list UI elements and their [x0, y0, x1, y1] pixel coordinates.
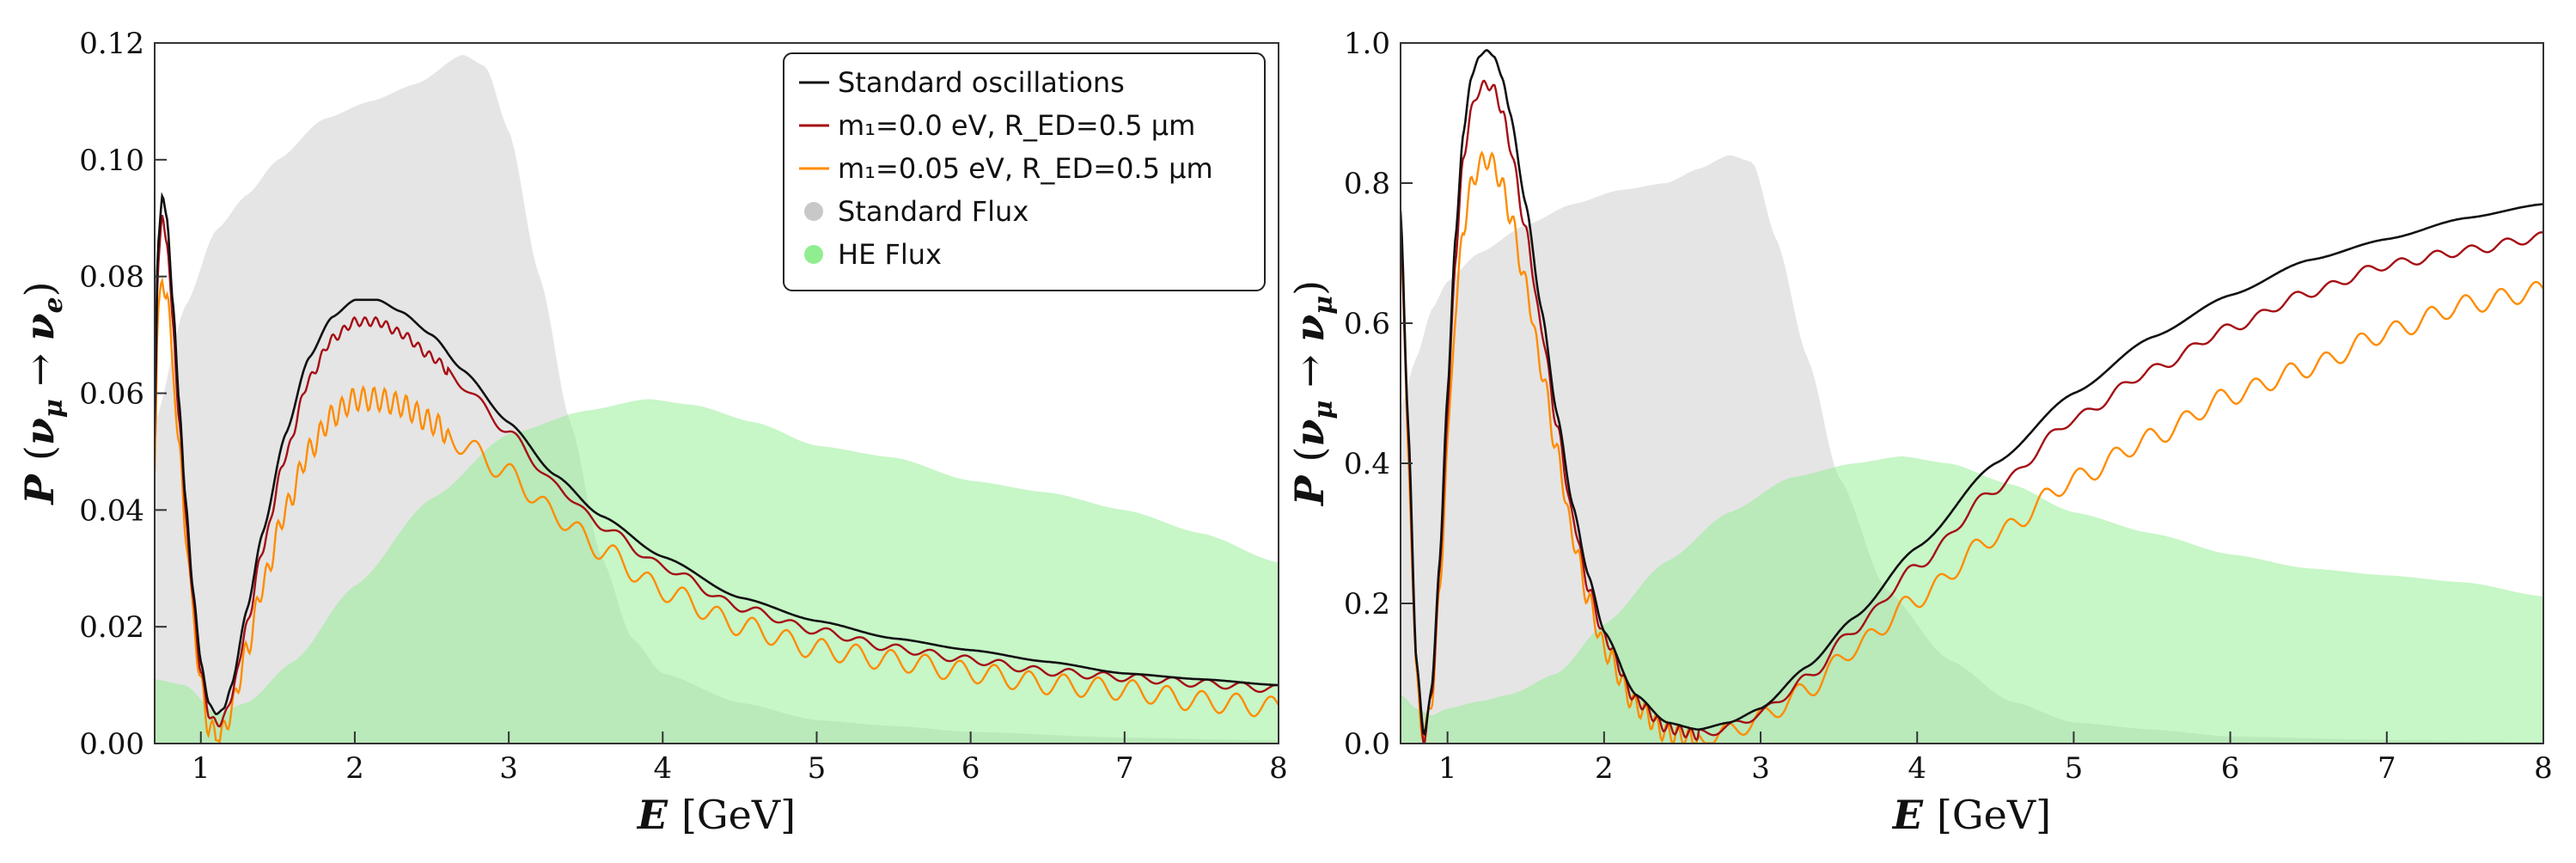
x-tick-label: 5 [808, 751, 827, 786]
he-flux-area [155, 399, 1279, 744]
x-ticks: 1 2 3 4 5 6 7 8 [192, 731, 1288, 786]
y-tick-label: 0.4 [1344, 447, 1390, 481]
he-flux-area [1401, 456, 2543, 744]
series-m1-005-line [155, 276, 1279, 744]
legend-item-m1-005: m₁=0.05 eV, R_ED=0.5 μm [799, 152, 1213, 185]
y-tick-label: 0.00 [79, 727, 144, 762]
y-tick-label: 1.0 [1344, 27, 1390, 61]
legend-item-standard-flux: Standard Flux [804, 195, 1029, 228]
x-tick-label: 7 [2378, 751, 2396, 786]
left-panel: 1 2 3 4 5 6 7 8 0.00 0.02 0.04 0.06 0.08 0.10 0.12 E … [16, 27, 1288, 838]
x-tick-label: 3 [1751, 751, 1770, 786]
series-standard-oscillations-line [155, 192, 1279, 716]
legend-label: m₁=0.0 eV, R_ED=0.5 μm [838, 109, 1195, 142]
x-axis-title: E [GeV] [1891, 792, 2051, 838]
series-m1-0-line [155, 214, 1279, 728]
x-tick-label: 4 [1908, 751, 1926, 786]
y-tick-label: 0.08 [79, 260, 144, 295]
x-tick-label: 6 [2221, 751, 2240, 786]
x-ticks: 1 2 3 4 5 6 7 8 [1438, 731, 2553, 786]
x-tick-label: 5 [2065, 751, 2084, 786]
legend-box [783, 52, 1266, 291]
x-tick-label: 8 [2534, 751, 2553, 786]
y-axis-title: P (νμ → νμ) [1286, 280, 1339, 507]
x-tick-label: 2 [345, 751, 364, 786]
legend-dot [804, 202, 823, 221]
y-tick-label: 0.8 [1344, 167, 1390, 201]
x-tick-label: 7 [1115, 751, 1134, 786]
legend-item-m1-0: m₁=0.0 eV, R_ED=0.5 μm [799, 109, 1195, 142]
right-panel: 1 2 3 4 5 6 7 8 0.0 0.2 0.4 0.6 0.8 1.0 E [GeV] P (ν… [1286, 27, 2553, 838]
y-tick-label: 0.04 [79, 493, 144, 528]
y-axis-title: P (νμ → νe) [16, 281, 69, 505]
y-tick-label: 0.02 [79, 610, 144, 645]
x-tick-label: 1 [1438, 751, 1457, 786]
y-tick-label: 0.06 [79, 377, 144, 412]
legend-label: m₁=0.05 eV, R_ED=0.5 μm [838, 152, 1213, 185]
y-tick-label: 0.6 [1344, 307, 1390, 341]
legend-label: Standard Flux [838, 195, 1029, 228]
x-tick-label: 1 [192, 751, 211, 786]
y-ticks: 0.00 0.02 0.04 0.06 0.08 0.10 0.12 [79, 27, 167, 762]
legend-label: HE Flux [838, 238, 942, 271]
plot-frame [1400, 42, 2544, 744]
y-tick-label: 0.10 [79, 144, 144, 178]
legend: Standard oscillations m₁=0.0 eV, R_ED=0.… [783, 52, 1266, 291]
legend-item-he-flux: HE Flux [804, 238, 942, 271]
legend-dot [804, 245, 823, 264]
legend-item-standard-oscillations: Standard oscillations [799, 66, 1125, 99]
x-axis-title: E [GeV] [636, 792, 796, 838]
x-tick-label: 6 [961, 751, 980, 786]
legend-label: Standard oscillations [838, 66, 1125, 99]
x-tick-label: 4 [653, 751, 672, 786]
series-standard-oscillations-line [1401, 48, 2543, 737]
x-tick-label: 2 [1595, 751, 1614, 786]
series-m1-005-line [1401, 150, 2543, 744]
y-tick-label: 0.12 [79, 27, 144, 61]
y-tick-label: 0.2 [1344, 587, 1390, 621]
y-tick-label: 0.0 [1344, 727, 1390, 762]
x-tick-label: 8 [1269, 751, 1288, 786]
series-m1-0-line [1401, 79, 2543, 744]
y-ticks: 0.0 0.2 0.4 0.6 0.8 1.0 [1344, 27, 1413, 762]
x-tick-label: 3 [499, 751, 518, 786]
